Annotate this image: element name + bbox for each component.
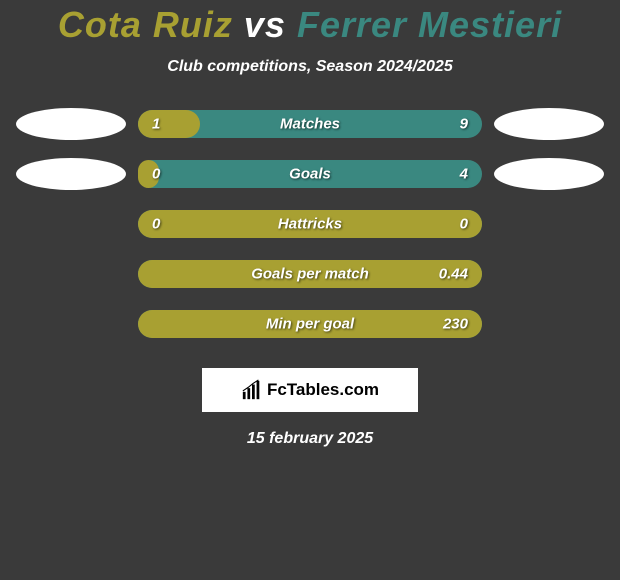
stat-left-value: 0 xyxy=(152,166,160,183)
stat-left-value: 0 xyxy=(152,216,160,233)
stat-right-value: 230 xyxy=(443,316,468,333)
stat-row: 0 0 Hattricks xyxy=(0,208,620,240)
right-ellipse xyxy=(494,108,604,140)
stats-area: 1 9 Matches 0 4 Goals 0 0 Hattricks 0.44 Goals per… xyxy=(0,108,620,340)
stat-row: 230 Min per goal xyxy=(0,308,620,340)
stat-label: Min per goal xyxy=(266,316,354,333)
stat-bar: 0 0 Hattricks xyxy=(138,210,482,238)
stat-row: 0.44 Goals per match xyxy=(0,258,620,290)
right-ellipse xyxy=(494,158,604,190)
page-title: Cota Ruiz vs Ferrer Mestieri xyxy=(0,4,620,46)
stat-label: Matches xyxy=(280,116,340,133)
title-player1: Cota Ruiz xyxy=(58,4,233,45)
left-ellipse xyxy=(16,108,126,140)
title-vs: vs xyxy=(244,4,286,45)
stat-right-value: 4 xyxy=(460,166,468,183)
bar-chart-icon xyxy=(241,379,263,401)
date-label: 15 february 2025 xyxy=(0,430,620,448)
stat-label: Goals xyxy=(289,166,331,183)
stat-right-value: 0.44 xyxy=(439,266,468,283)
stat-right-value: 0 xyxy=(460,216,468,233)
left-spacer xyxy=(16,208,126,240)
stat-bar-fill xyxy=(138,110,200,138)
stat-bar: 0.44 Goals per match xyxy=(138,260,482,288)
right-spacer xyxy=(494,208,604,240)
stat-bar: 230 Min per goal xyxy=(138,310,482,338)
left-spacer xyxy=(16,258,126,290)
logo-text: FcTables.com xyxy=(267,380,379,400)
title-player2: Ferrer Mestieri xyxy=(297,4,562,45)
stat-row: 0 4 Goals xyxy=(0,158,620,190)
right-spacer xyxy=(494,258,604,290)
stat-label: Hattricks xyxy=(278,216,342,233)
stat-left-value: 1 xyxy=(152,116,160,133)
left-spacer xyxy=(16,308,126,340)
subtitle: Club competitions, Season 2024/2025 xyxy=(0,58,620,76)
comparison-container: Cota Ruiz vs Ferrer Mestieri Club compet… xyxy=(0,0,620,448)
stat-label: Goals per match xyxy=(251,266,369,283)
left-ellipse xyxy=(16,158,126,190)
right-spacer xyxy=(494,308,604,340)
stat-row: 1 9 Matches xyxy=(0,108,620,140)
stat-bar: 1 9 Matches xyxy=(138,110,482,138)
stat-bar: 0 4 Goals xyxy=(138,160,482,188)
logo-box: FcTables.com xyxy=(202,368,418,412)
stat-right-value: 9 xyxy=(460,116,468,133)
